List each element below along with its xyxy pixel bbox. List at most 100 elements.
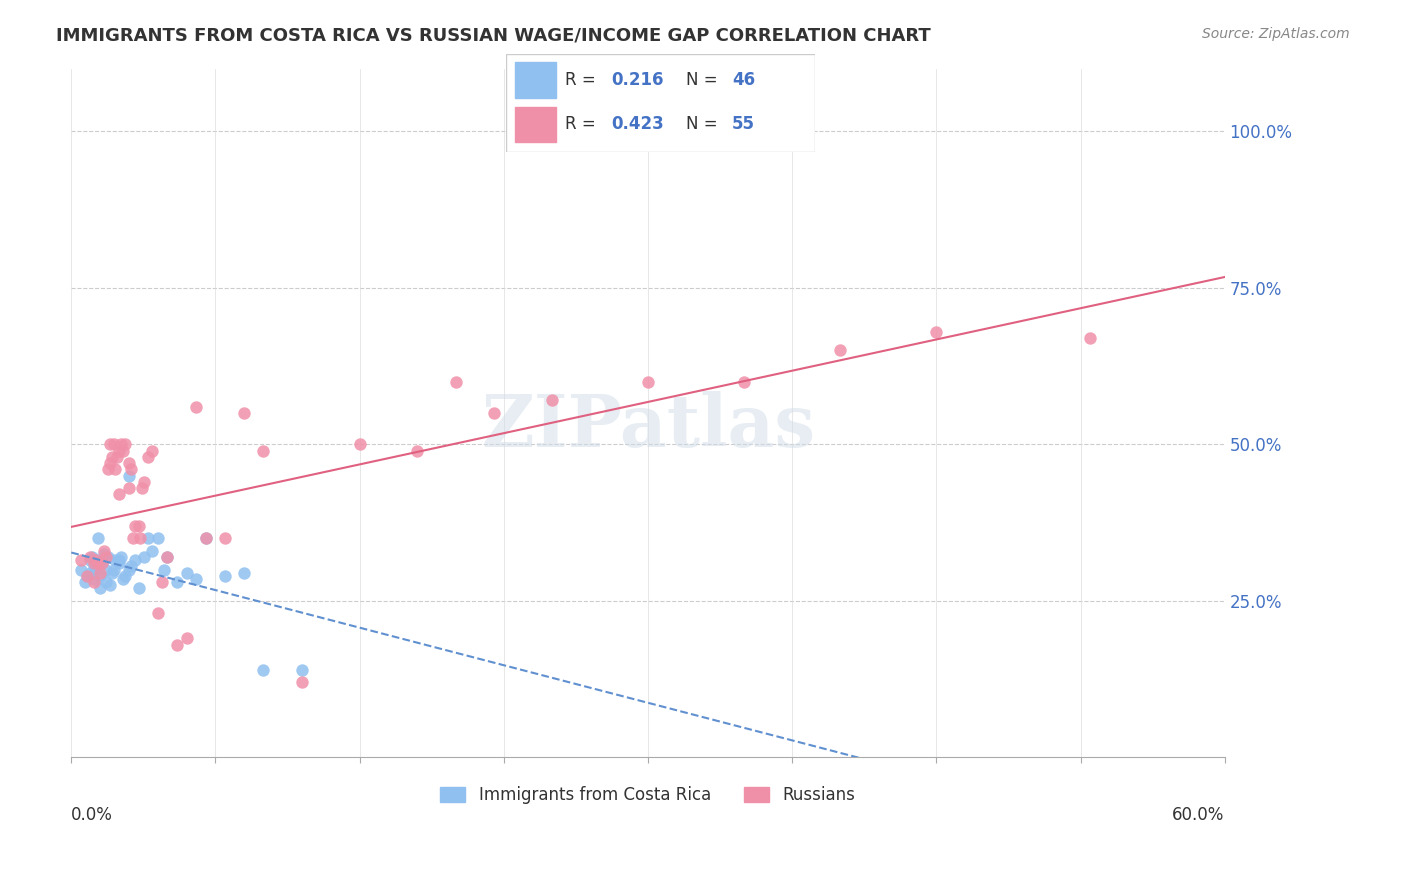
Point: [146, 531, 169, 545]
Point: [214, 531, 236, 545]
Point: [349, 437, 371, 451]
Point: [124, 518, 146, 533]
Point: [129, 531, 152, 545]
Point: [134, 475, 156, 489]
Point: [291, 663, 314, 677]
Point: [70, 562, 93, 576]
Point: [444, 375, 467, 389]
Point: [150, 575, 173, 590]
Text: Source: ZipAtlas.com: Source: ZipAtlas.com: [1202, 27, 1350, 41]
Point: [93, 547, 115, 561]
Point: [637, 375, 659, 389]
Point: [186, 572, 208, 586]
Point: [84, 562, 107, 576]
Bar: [516, 62, 555, 98]
Text: IMMIGRANTS FROM COSTA RICA VS RUSSIAN WAGE/INCOME GAP CORRELATION CHART: IMMIGRANTS FROM COSTA RICA VS RUSSIAN WA…: [56, 27, 931, 45]
Point: [97, 549, 120, 564]
Point: [103, 562, 125, 576]
Point: [406, 443, 429, 458]
Point: [121, 531, 143, 545]
Point: [291, 675, 314, 690]
Point: [76, 569, 98, 583]
Point: [252, 443, 274, 458]
Point: [79, 549, 101, 564]
Point: [79, 553, 101, 567]
Point: [84, 553, 107, 567]
Point: [97, 462, 120, 476]
Point: [108, 556, 131, 570]
Point: [131, 481, 153, 495]
Point: [108, 443, 131, 458]
Point: [89, 569, 111, 583]
Point: [91, 556, 114, 570]
Point: [89, 582, 111, 596]
Point: [176, 632, 198, 646]
Point: [83, 572, 105, 586]
Point: [112, 443, 135, 458]
Point: [108, 553, 131, 567]
Point: [114, 569, 136, 583]
Point: [233, 406, 256, 420]
Point: [482, 406, 505, 420]
Point: [83, 556, 105, 570]
Point: [233, 566, 256, 580]
Point: [105, 450, 128, 464]
Point: [87, 556, 110, 570]
Legend: Immigrants from Costa Rica, Russians: Immigrants from Costa Rica, Russians: [433, 780, 862, 811]
Point: [108, 487, 131, 501]
Text: 55: 55: [733, 115, 755, 133]
Point: [194, 531, 217, 545]
Point: [89, 566, 111, 580]
Point: [136, 450, 159, 464]
Point: [136, 531, 159, 545]
Point: [120, 559, 142, 574]
Point: [98, 456, 121, 470]
Text: 46: 46: [733, 71, 755, 89]
Point: [541, 393, 564, 408]
Text: R =: R =: [565, 71, 600, 89]
FancyBboxPatch shape: [506, 54, 815, 152]
Point: [118, 456, 141, 470]
Point: [925, 325, 948, 339]
Point: [176, 566, 198, 580]
Point: [134, 549, 156, 564]
Point: [83, 575, 105, 590]
Text: 0.0%: 0.0%: [72, 805, 112, 823]
Point: [214, 569, 236, 583]
Text: N =: N =: [686, 115, 723, 133]
Text: 60.0%: 60.0%: [1173, 805, 1225, 823]
Text: 0.423: 0.423: [612, 115, 664, 133]
Text: ZIPatlas: ZIPatlas: [481, 392, 815, 462]
Point: [166, 575, 188, 590]
Point: [156, 549, 179, 564]
Text: 0.216: 0.216: [612, 71, 664, 89]
Point: [93, 543, 115, 558]
Point: [186, 400, 208, 414]
Point: [98, 437, 121, 451]
Point: [94, 562, 117, 576]
Point: [128, 518, 150, 533]
Bar: [516, 106, 555, 142]
Point: [128, 582, 150, 596]
Text: R =: R =: [565, 115, 600, 133]
Point: [194, 531, 217, 545]
Point: [84, 553, 107, 567]
Point: [100, 450, 122, 464]
Point: [1078, 331, 1101, 345]
Point: [103, 437, 125, 451]
Point: [114, 437, 136, 451]
Point: [91, 556, 114, 570]
Point: [94, 549, 117, 564]
Point: [100, 566, 122, 580]
Point: [124, 553, 146, 567]
Point: [87, 531, 110, 545]
Point: [141, 543, 163, 558]
Point: [141, 443, 163, 458]
Point: [70, 553, 93, 567]
Point: [152, 562, 174, 576]
Point: [118, 481, 141, 495]
Point: [83, 559, 105, 574]
Point: [104, 553, 127, 567]
Point: [118, 562, 141, 576]
Point: [82, 549, 104, 564]
